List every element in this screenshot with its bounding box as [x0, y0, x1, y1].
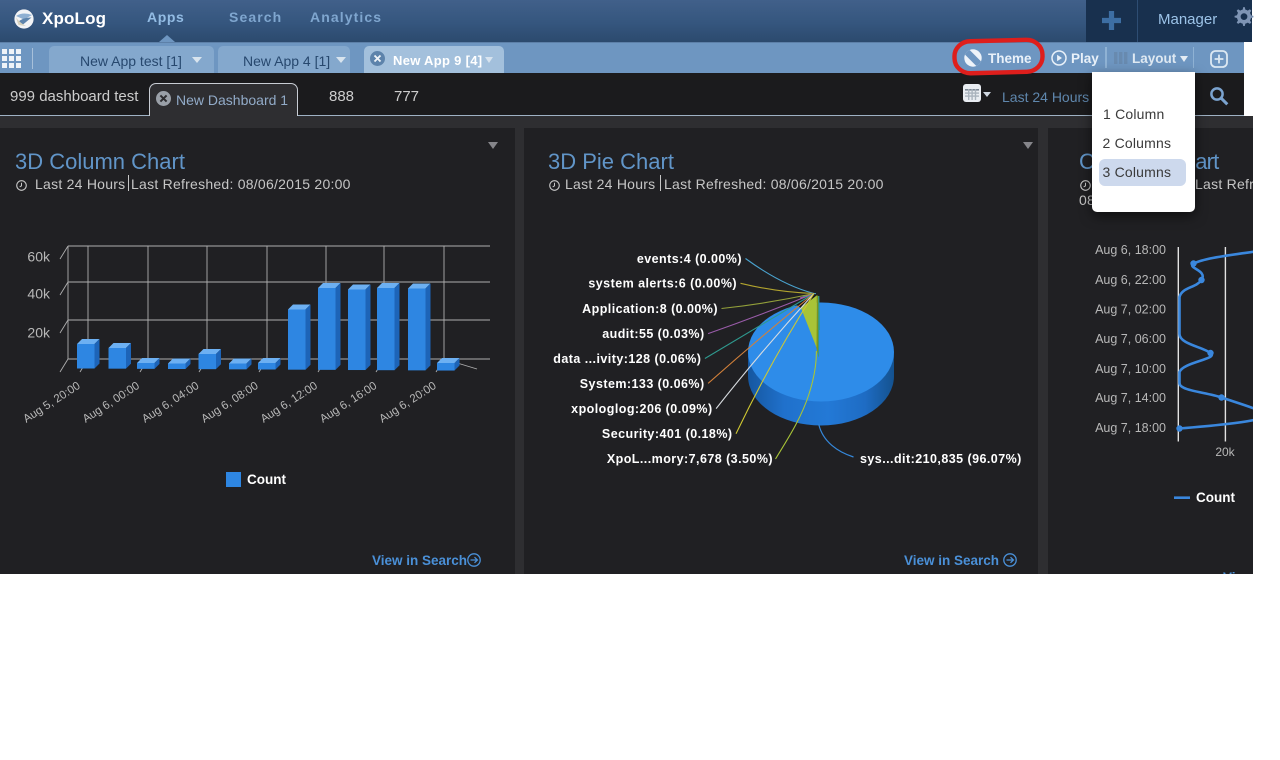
- svg-text:40k: 40k: [27, 286, 51, 302]
- svg-text:System:133 (0.06%): System:133 (0.06%): [580, 377, 705, 391]
- svg-text:Aug 6, 16:00: Aug 6, 16:00: [318, 380, 379, 426]
- svg-text:sys...dit:210,835 (96.07%): sys...dit:210,835 (96.07%): [860, 452, 1022, 466]
- svg-text:Security:401 (0.18%): Security:401 (0.18%): [602, 427, 733, 441]
- svg-text:Application:8 (0.00%): Application:8 (0.00%): [582, 302, 718, 316]
- svg-text:20k: 20k: [27, 325, 51, 341]
- svg-text:60k: 60k: [27, 249, 51, 265]
- svg-text:XpoL...mory:7,678 (3.50%): XpoL...mory:7,678 (3.50%): [607, 452, 773, 466]
- svg-text:Aug 7, 18:00: Aug 7, 18:00: [1095, 421, 1166, 435]
- svg-text:Aug 7, 02:00: Aug 7, 02:00: [1095, 303, 1166, 317]
- svg-text:Aug 6, 22:00: Aug 6, 22:00: [1095, 273, 1166, 287]
- svg-text:Aug 6, 00:00: Aug 6, 00:00: [81, 380, 142, 426]
- svg-text:Aug 5, 20:00: Aug 5, 20:00: [21, 380, 82, 426]
- svg-text:Count: Count: [1196, 490, 1235, 505]
- svg-text:Aug 7, 10:00: Aug 7, 10:00: [1095, 362, 1166, 376]
- svg-text:Aug 6, 08:00: Aug 6, 08:00: [199, 380, 260, 426]
- svg-text:events:4 (0.00%): events:4 (0.00%): [637, 252, 742, 266]
- svg-text:Aug 7, 14:00: Aug 7, 14:00: [1095, 391, 1166, 405]
- svg-text:xpologlog:206 (0.09%): xpologlog:206 (0.09%): [571, 402, 712, 416]
- svg-text:Aug 6, 18:00: Aug 6, 18:00: [1095, 243, 1166, 257]
- svg-text:Aug 6, 20:00: Aug 6, 20:00: [377, 380, 438, 426]
- svg-text:Aug 6, 12:00: Aug 6, 12:00: [259, 380, 320, 426]
- svg-text:data ...ivity:128 (0.06%): data ...ivity:128 (0.06%): [553, 352, 701, 366]
- svg-text:Aug 7, 06:00: Aug 7, 06:00: [1095, 332, 1166, 346]
- svg-text:system alerts:6 (0.00%): system alerts:6 (0.00%): [588, 277, 737, 291]
- svg-text:audit:55 (0.03%): audit:55 (0.03%): [602, 327, 704, 341]
- svg-text:20k: 20k: [1215, 445, 1235, 459]
- svg-text:Aug 6, 04:00: Aug 6, 04:00: [140, 380, 201, 426]
